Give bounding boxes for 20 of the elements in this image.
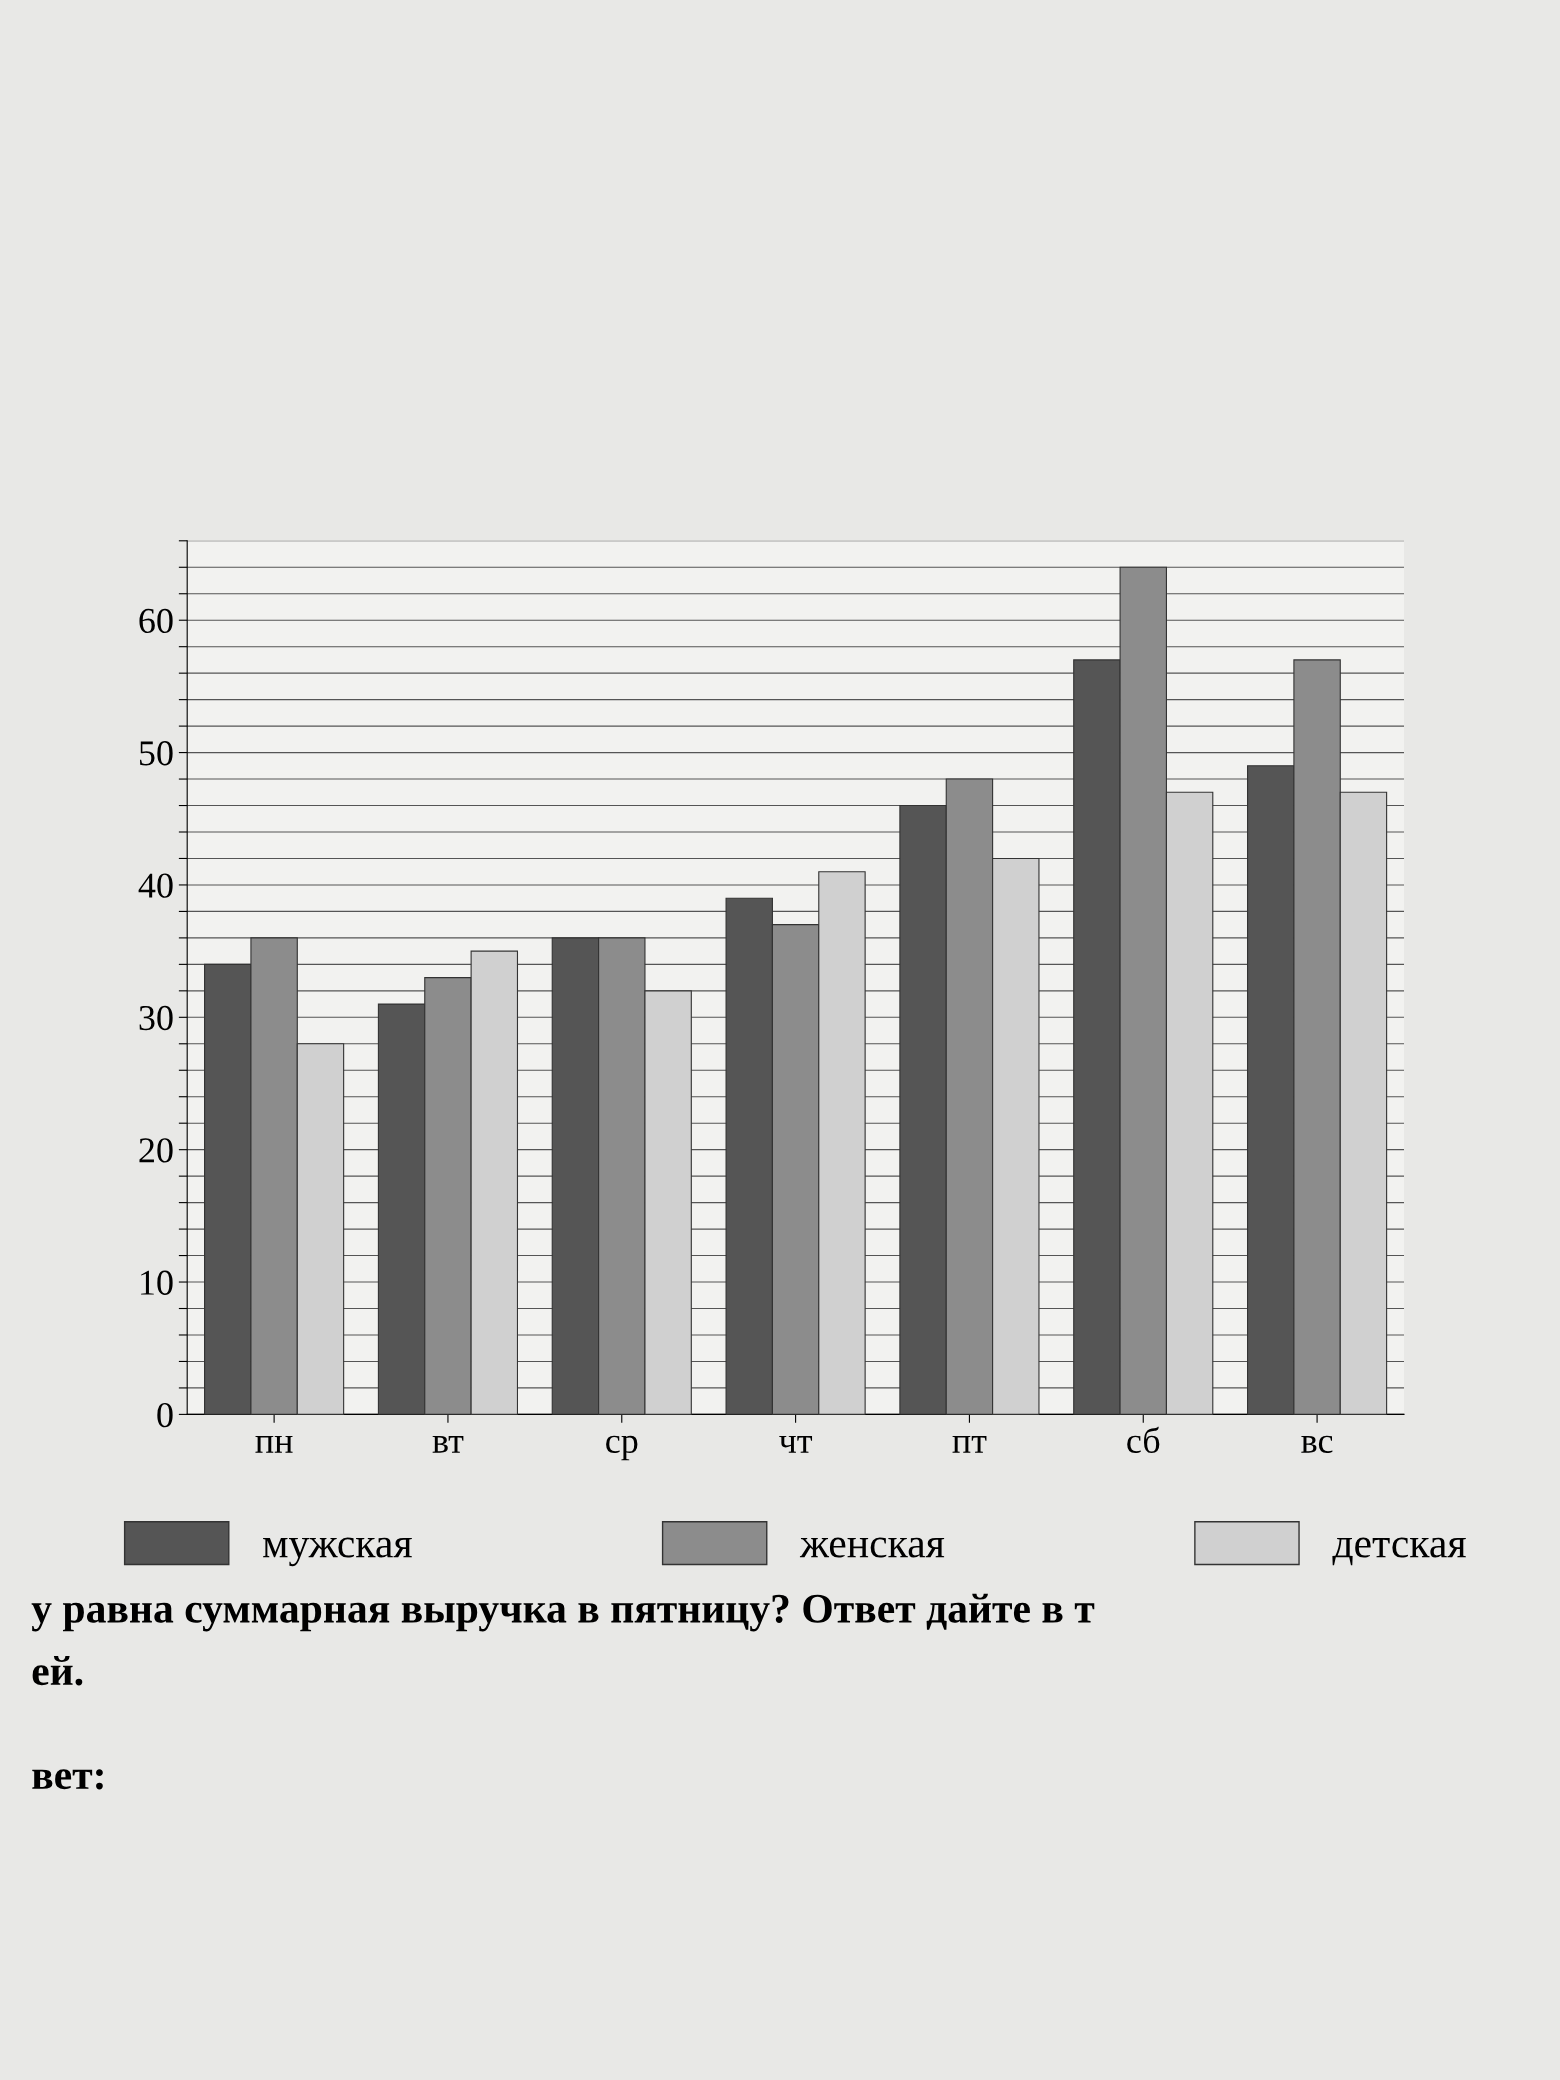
text: у равна суммарная выручка в пятницу? Ответ дайте в т (31, 1593, 1095, 1632)
x-tick-label: вт (432, 1436, 464, 1453)
y-tick-label: 50 (139, 741, 173, 766)
legend-label: детская (1332, 1537, 1466, 1566)
legend-label: женская (799, 1537, 945, 1558)
y-tick-label: 40 (138, 873, 173, 898)
x-tick-label: вс (1301, 1435, 1333, 1454)
y-tick-label: 60 (139, 608, 173, 634)
legend-label: мужская (263, 1537, 412, 1567)
y-tick-label: 30 (139, 1005, 173, 1031)
y-tick-label: 10 (141, 1270, 173, 1295)
x-tick-label: ср (606, 1435, 638, 1461)
x-tick-label: пт (952, 1436, 987, 1453)
x-tick-label: сб (1127, 1426, 1160, 1454)
text: ей. (32, 1656, 83, 1686)
text: вет: (32, 1769, 103, 1790)
x-tick-label: чт (779, 1436, 813, 1453)
y-tick-label: 0 (157, 1402, 173, 1428)
y-tick-label: 20 (139, 1138, 173, 1163)
x-tick-label: пн (255, 1436, 293, 1453)
